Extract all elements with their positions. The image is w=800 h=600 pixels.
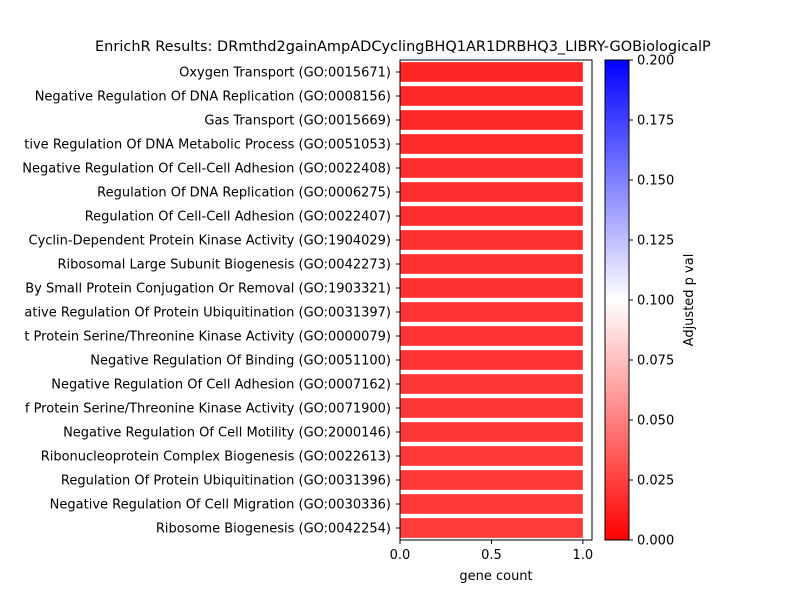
bar: [400, 518, 583, 538]
category-label: Negative Regulation Of Cell Adhesion (GO…: [51, 378, 391, 393]
bar: [400, 134, 583, 154]
category-label: t Protein Serine/Threonine Kinase Activi…: [24, 330, 391, 345]
bar: [400, 302, 583, 322]
bar: [400, 230, 583, 250]
x-tick-label: 1.0: [573, 548, 594, 563]
category-label: Regulation Of Cell-Cell Adhesion (GO:002…: [85, 210, 391, 225]
bars-layer: [400, 62, 583, 538]
bar: [400, 278, 583, 298]
colorbar-gradient: [604, 59, 630, 541]
category-label: Regulation Of DNA Replication (GO:000627…: [97, 186, 391, 201]
bar: [400, 350, 583, 370]
x-tick-label: 0.0: [390, 548, 411, 563]
category-label: ative Regulation Of Protein Ubiquitinati…: [24, 306, 391, 321]
bar: [400, 206, 583, 226]
colorbar-tick-label: 0.075: [637, 354, 674, 369]
category-label: tive Regulation Of DNA Metabolic Process…: [24, 138, 391, 153]
category-label: f Protein Serine/Threonine Kinase Activi…: [25, 402, 391, 417]
category-label: Ribosome Biogenesis (GO:0042254): [156, 522, 391, 537]
bar: [400, 494, 583, 514]
colorbar-tick-label: 0.175: [637, 114, 674, 129]
colorbar-tick-label: 0.125: [637, 234, 674, 249]
colorbar-label: Adjusted p val: [682, 254, 697, 347]
colorbar-tick-label: 0.025: [637, 474, 674, 489]
bar: [400, 398, 583, 418]
category-label: Negative Regulation Of DNA Replication (…: [35, 90, 391, 105]
bar: [400, 422, 583, 442]
bar: [400, 86, 583, 106]
category-label: Negative Regulation Of Cell-Cell Adhesio…: [22, 162, 391, 177]
category-label: Negative Regulation Of Cell Migration (G…: [50, 498, 391, 513]
category-label: Negative Regulation Of Cell Motility (GO…: [63, 426, 391, 441]
category-label: Ribonucleoprotein Complex Biogenesis (GO…: [41, 450, 391, 465]
category-labels: Oxygen Transport (GO:0015671) Negative Re…: [22, 66, 400, 537]
colorbar-tick-label: 0.100: [637, 294, 674, 309]
plot-frame: [399, 59, 593, 541]
bar: [400, 158, 583, 178]
bar: [400, 110, 583, 130]
colorbar-tick-label: 0.200: [637, 54, 674, 69]
bar: [400, 326, 583, 346]
category-label: Oxygen Transport (GO:0015671): [179, 66, 391, 81]
x-axis: 0.0 0.5 1.0: [390, 540, 594, 563]
category-label: Gas Transport (GO:0015669): [204, 114, 391, 129]
colorbar: 0.000 0.025 0.050 0.075 0.100 0.125 0.150 0.175…: [604, 54, 674, 549]
colorbar-tick-label: 0.150: [637, 174, 674, 189]
category-label: Ribosomal Large Subunit Biogenesis (GO:0…: [58, 258, 391, 273]
x-axis-label: gene count: [459, 569, 532, 584]
bar: [400, 182, 583, 202]
bar: [400, 446, 583, 466]
category-label: Cyclin-Dependent Protein Kinase Activity…: [29, 234, 391, 249]
bar: [400, 62, 583, 82]
colorbar-tick-label: 0.000: [637, 534, 674, 549]
bar: [400, 470, 583, 490]
chart-title: EnrichR Results: DRmthd2gainAmpADCycling…: [95, 39, 711, 55]
bar: [400, 374, 583, 394]
bar: [400, 254, 583, 274]
category-label: Regulation Of Protein Ubiquitination (GO…: [61, 474, 391, 489]
x-tick-label: 0.5: [481, 548, 502, 563]
colorbar-tick-label: 0.050: [637, 414, 674, 429]
category-label: By Small Protein Conjugation Or Removal …: [25, 282, 391, 297]
category-label: Negative Regulation Of Binding (GO:00511…: [90, 354, 391, 369]
